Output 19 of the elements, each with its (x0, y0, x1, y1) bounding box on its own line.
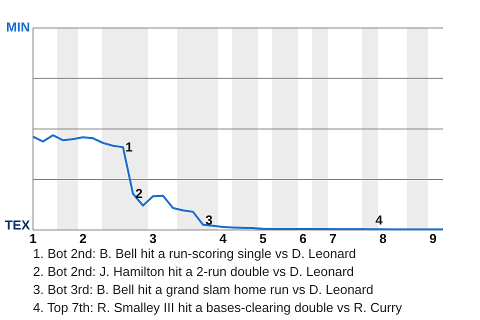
text: 2. Bot 2nd: J. Hamilton hit a 2-run double vs D. Leonard (33, 264, 354, 279)
x-tick-label: 9 (429, 231, 437, 246)
annotation: 2 (135, 186, 143, 202)
x-tick-label: 8 (379, 231, 387, 246)
x-tick-label: 6 (299, 231, 307, 246)
text: 3. Bot 3rd: B. Bell hit a grand slam home run vs D. Leonard (33, 282, 374, 297)
x-tick-label: 4 (219, 231, 228, 246)
x-tick-label: 2 (79, 231, 87, 246)
x-tick-label: 5 (259, 231, 267, 246)
text: MIN (6, 19, 30, 34)
x-tick-label: 1 (29, 231, 37, 246)
text: 1. Bot 2nd: B. Bell hit a run-scoring single vs D. Leonard (33, 246, 356, 261)
text: 4. Top 7th: R. Smalley III hit a bases-clearing double vs R. Curry (33, 300, 402, 315)
x-tick-label: 3 (149, 231, 157, 246)
annotation: 1 (125, 140, 133, 155)
annotation: 4 (375, 212, 384, 228)
annotation: 3 (205, 212, 213, 228)
x-tick-label: 7 (329, 231, 337, 246)
text: TEX (4, 217, 30, 232)
